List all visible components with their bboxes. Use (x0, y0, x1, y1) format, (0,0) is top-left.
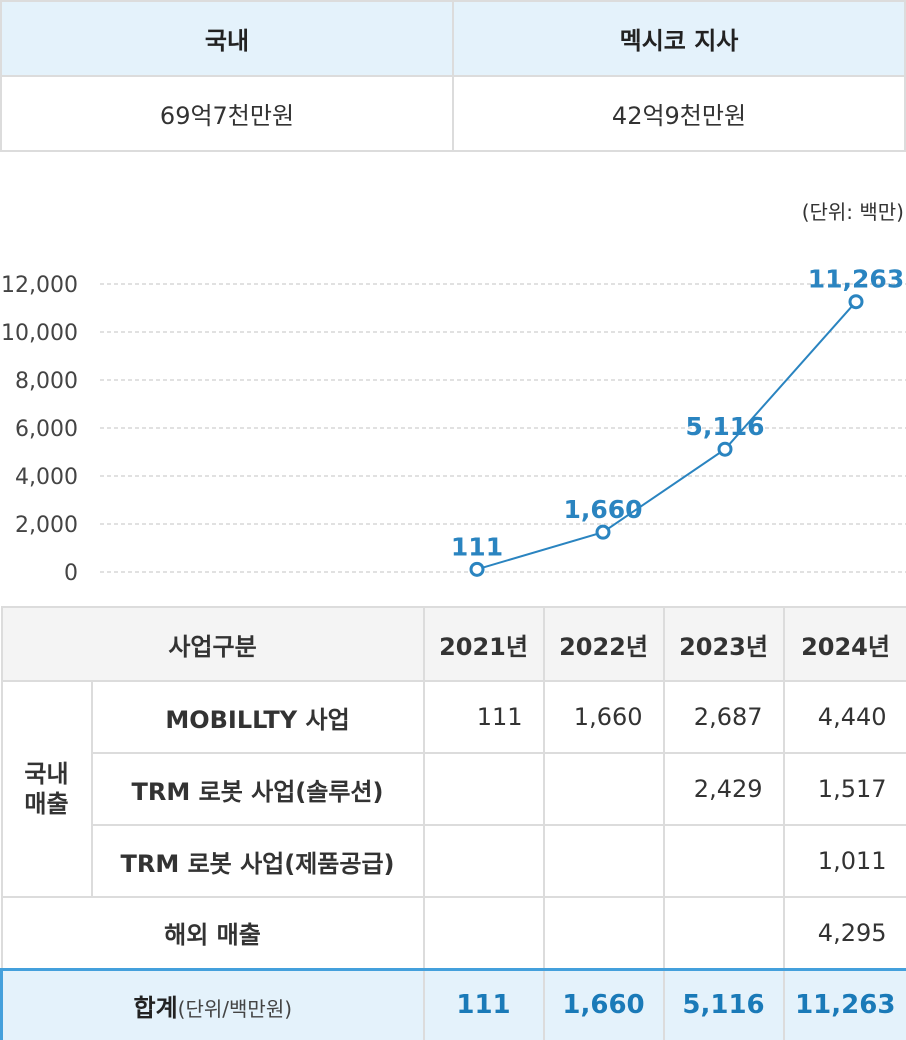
y-tick-label: 4,000 (15, 465, 78, 490)
summary-value-mexico: 42억9천만원 (452, 75, 906, 152)
header-year-2022: 2022년 (542, 606, 665, 682)
total-row: 합계(단위/백만원) 111 1,660 5,116 11,263 (0, 967, 906, 1040)
header-year-2024: 2024년 (782, 606, 906, 682)
table-row: TRM 로봇 사업(솔루션) 2,429 1,517 (2, 752, 906, 826)
cell-value (422, 896, 545, 970)
table-row: 국내 매출 MOBILLTY 사업 111 1,660 2,687 4,440 (0, 680, 906, 898)
overseas-label: 해외 매출 (0, 896, 425, 970)
summary-header-mexico: 멕시코 지사 (452, 0, 906, 77)
revenue-table: 사업구분 2021년 2022년 2023년 2024년 국내 매출 MOBIL… (0, 606, 906, 1040)
total-value: 5,116 (662, 967, 785, 1040)
total-label: 합계 (133, 993, 178, 1022)
row-label: TRM 로봇 사업(제품공급) (90, 824, 425, 898)
cell-value (542, 752, 665, 826)
cell-value (542, 824, 665, 898)
cell-value: 111 (422, 680, 545, 754)
header-category: 사업구분 (0, 606, 425, 682)
cell-value: 2,687 (662, 680, 785, 754)
cell-value (542, 896, 665, 970)
domestic-group-label: 국내 매출 (0, 680, 93, 898)
data-point (469, 561, 485, 577)
summary-value-domestic: 69억7천만원 (0, 75, 454, 152)
y-tick-label: 12,000 (1, 273, 78, 298)
data-label: 111 (451, 532, 503, 561)
total-value: 1,660 (542, 967, 665, 1040)
summary-header-domestic: 국내 (0, 0, 454, 77)
cell-value: 1,660 (542, 680, 665, 754)
cell-value: 2,429 (662, 752, 785, 826)
cell-value: 1,011 (782, 824, 906, 898)
row-label: MOBILLTY 사업 (90, 680, 425, 754)
table-row: 해외 매출 4,295 (0, 896, 906, 970)
cell-value (422, 752, 545, 826)
cell-value: 4,295 (782, 896, 906, 970)
summary-table: 국내 멕시코 지사 69억7천만원 42억9천만원 (0, 0, 906, 152)
y-tick-label: 2,000 (15, 513, 78, 538)
y-tick-label: 6,000 (15, 417, 78, 442)
revenue-line-chart: 0 2,000 4,000 6,000 8,000 10,000 12,000 111 1,66… (1, 265, 906, 586)
data-label: 1,660 (563, 495, 642, 524)
data-label: 11,263 (808, 265, 904, 294)
total-value: 111 (422, 967, 545, 1040)
cell-value (662, 824, 785, 898)
y-tick-label: 10,000 (1, 321, 78, 346)
data-point (848, 294, 864, 310)
cell-value: 4,440 (782, 680, 906, 754)
y-tick-label: 8,000 (15, 369, 78, 394)
total-label-cell: 합계(단위/백만원) (0, 967, 425, 1040)
table-row: TRM 로봇 사업(제품공급) 1,011 (2, 824, 906, 898)
total-value: 11,263 (782, 967, 906, 1040)
row-label: TRM 로봇 사업(솔루션) (90, 752, 425, 826)
total-unit: (단위/백만원) (177, 996, 293, 1021)
unit-note: (단위: 백만) (801, 200, 904, 224)
header-year-2023: 2023년 (662, 606, 785, 682)
cell-value (662, 896, 785, 970)
data-label: 5,116 (685, 412, 764, 441)
header-year-2021: 2021년 (422, 606, 545, 682)
data-point (595, 524, 611, 540)
y-tick-label: 0 (64, 561, 78, 586)
cell-value (422, 824, 545, 898)
cell-value: 1,517 (782, 752, 906, 826)
data-point (717, 441, 733, 457)
series-line (476, 301, 857, 571)
